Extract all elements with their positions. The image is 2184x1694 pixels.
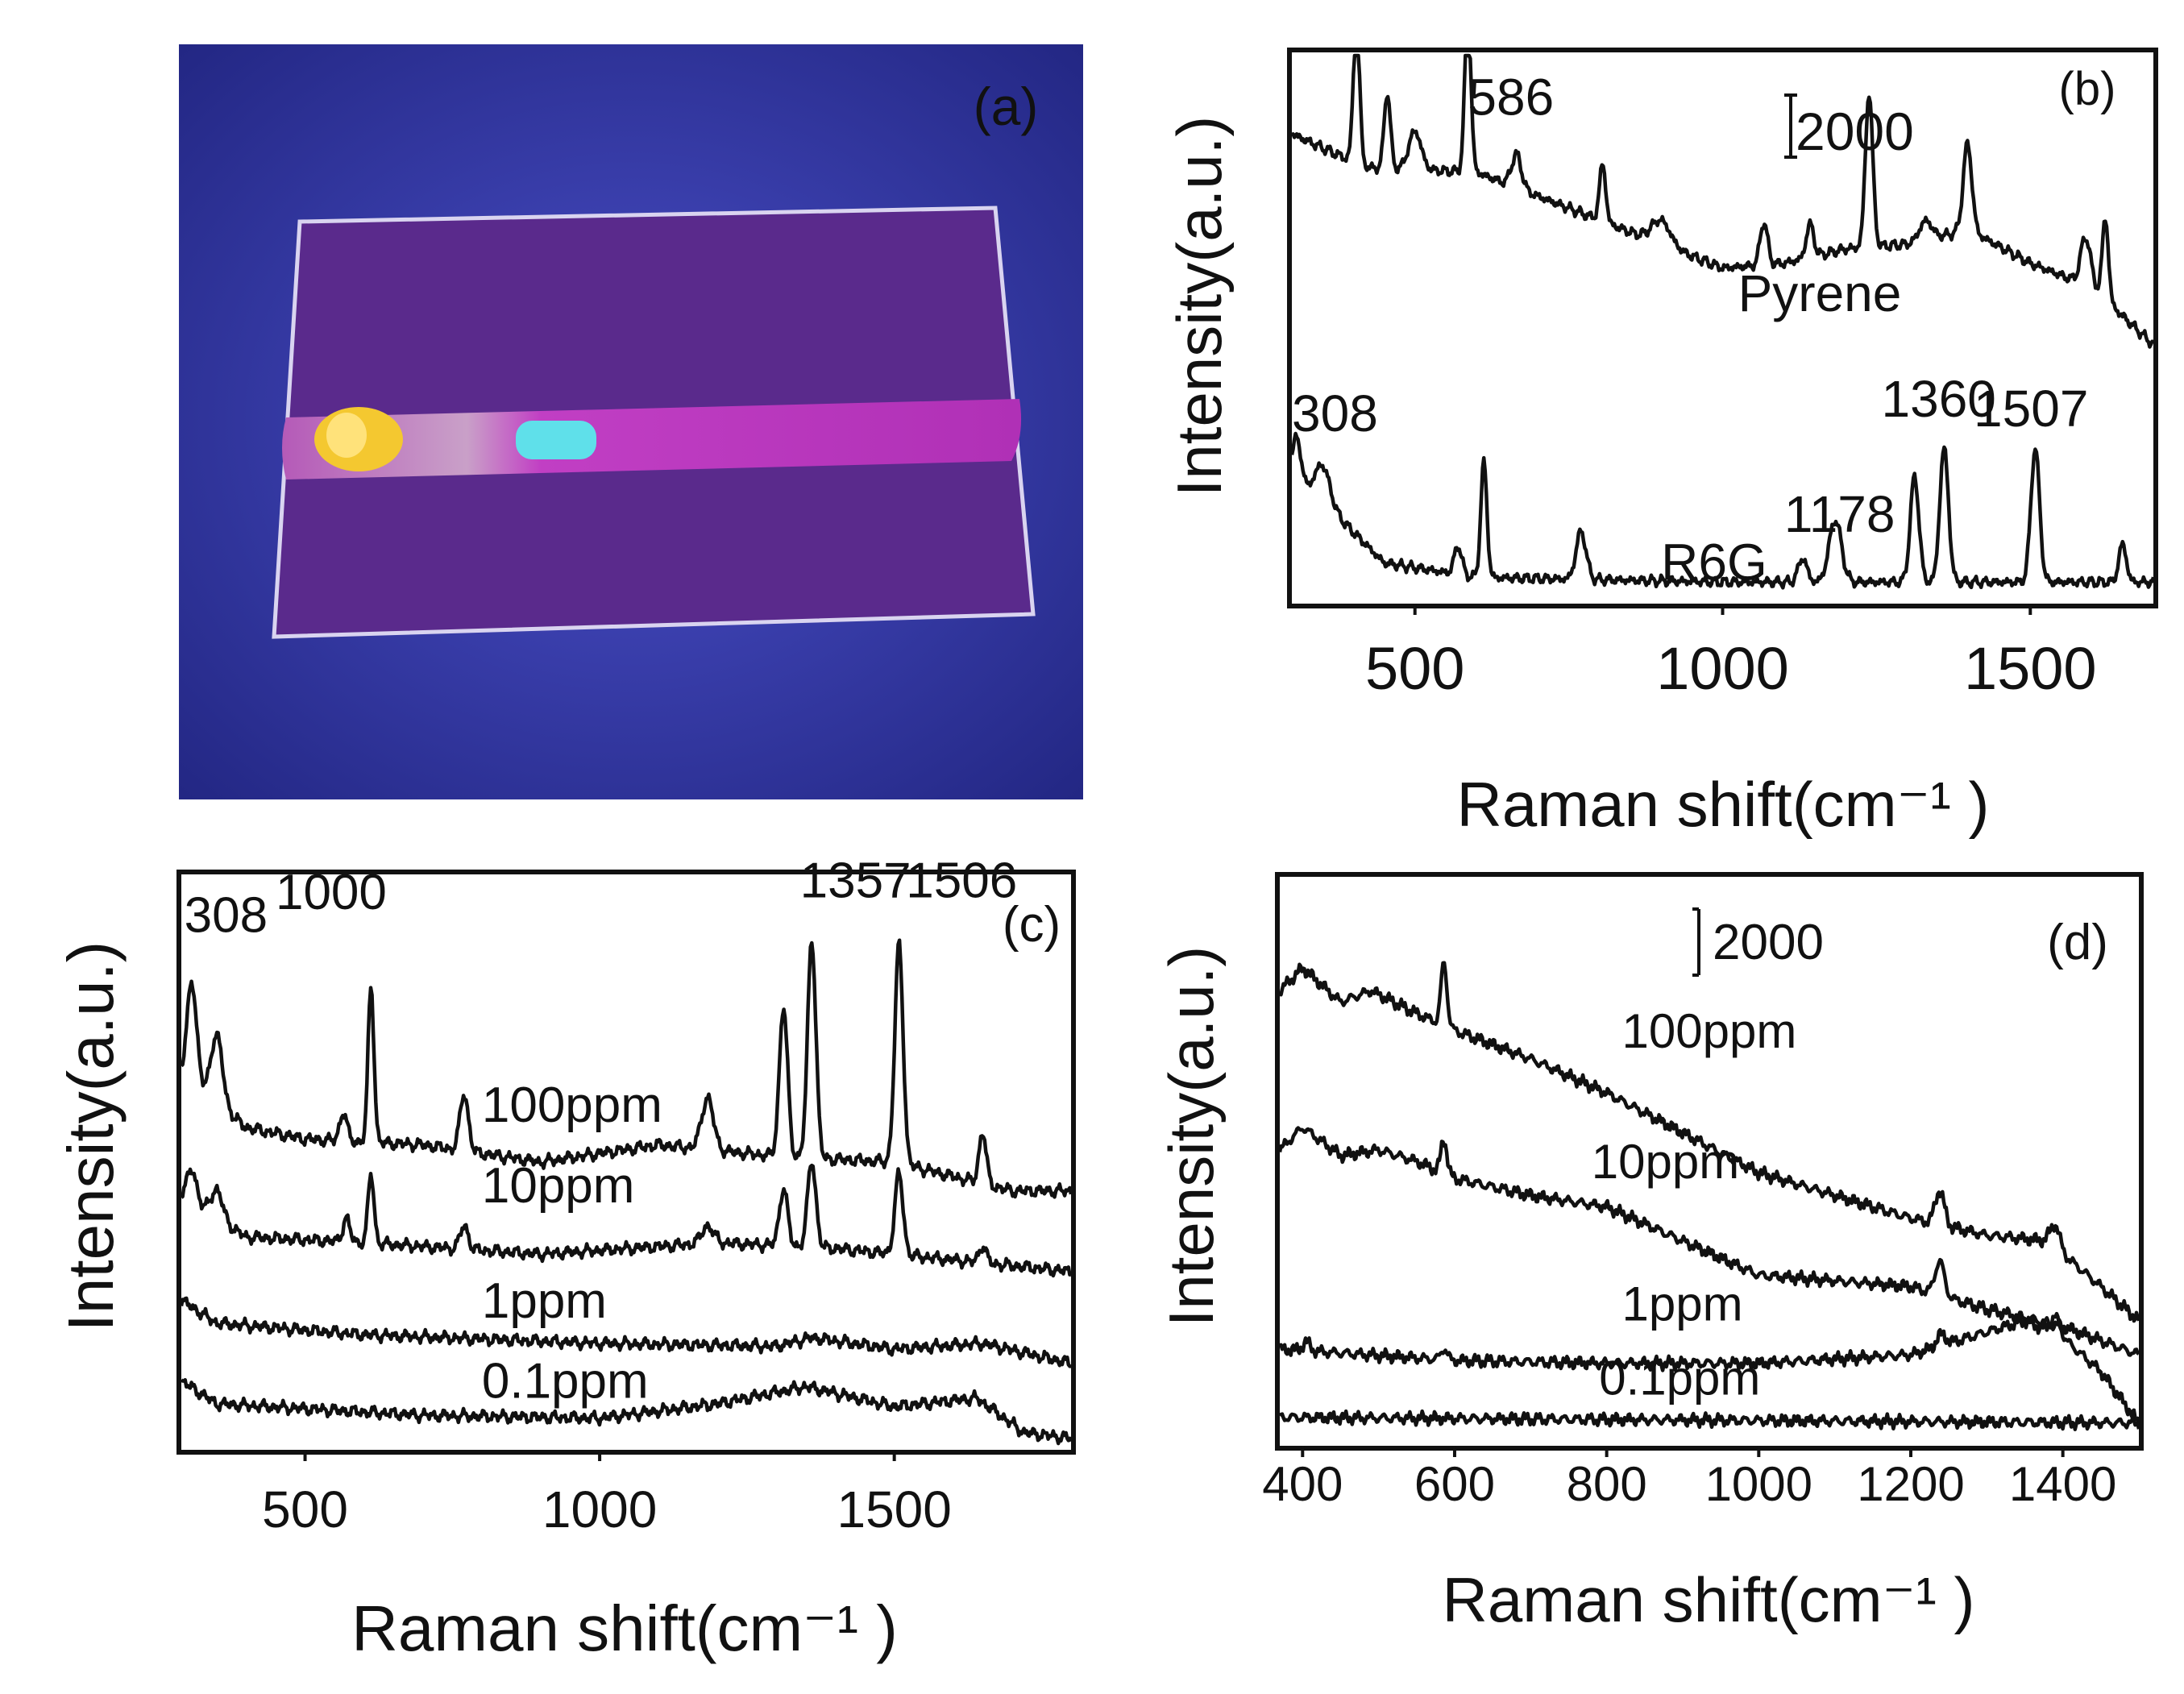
- panel-d-scale-label: 2000: [1713, 915, 1824, 970]
- panel-d-scale-bar: [1692, 907, 1700, 977]
- panel-c-x-ticks: 500 1000 1500: [262, 1450, 952, 1538]
- fluorescent-stripe: [282, 399, 1022, 480]
- annotation-label: 1000: [276, 865, 387, 920]
- panel-d-series-group: [1277, 961, 2141, 1431]
- x-tick-label: 1500: [837, 1480, 951, 1538]
- panel-b-xlabel: Raman shift(cm⁻¹ ): [1457, 769, 1990, 840]
- x-tick-label: 500: [1365, 635, 1464, 702]
- panel-c-ylabel: Intensity(a.u.): [55, 941, 127, 1332]
- annotation-label: R6G: [1661, 533, 1767, 591]
- panel-a-photo: (a): [179, 44, 1083, 799]
- panel-d-annotations: 100ppm 10ppm 1ppm 0.1ppm: [1592, 1004, 1797, 1405]
- x-tick-label: 500: [262, 1480, 348, 1538]
- panel-b-scale-label: 2000: [1796, 102, 1914, 161]
- panel-c-frame: [176, 870, 1076, 1455]
- annotation-label: 1360: [1882, 370, 1996, 428]
- yellow-spot-core: [326, 413, 367, 458]
- annotation-label: 10ppm: [482, 1158, 635, 1214]
- series-line-0-1ppm: [180, 1377, 1073, 1446]
- series-line-0-1ppm: [1278, 1409, 2141, 1431]
- series-line-10ppm: [180, 1163, 1072, 1278]
- annotation-label: 1ppm: [482, 1273, 607, 1329]
- panel-d-label: (d): [2047, 915, 2108, 970]
- series-line-100ppm: [1278, 961, 2141, 1323]
- x-tick-label: 1200: [1857, 1457, 1964, 1511]
- panel-b-series-group: [1289, 53, 2156, 590]
- panel-d-xlabel: Raman shift(cm⁻¹ ): [1443, 1564, 1975, 1635]
- annotation-label: 1ppm: [1622, 1277, 1743, 1331]
- annotation-label: 100ppm: [1622, 1004, 1797, 1058]
- x-tick-label: 1000: [1656, 635, 1789, 702]
- x-tick-label: 1000: [1705, 1457, 1812, 1511]
- series-line-r6g: [1289, 431, 2156, 590]
- annotation-label: 308: [1292, 384, 1378, 442]
- annotation-label: 0.1ppm: [1599, 1351, 1760, 1405]
- x-tick-label: 600: [1414, 1457, 1495, 1511]
- panel-b-chart: 500 1000 1500 586Pyrene308R6G117813601507 …: [1164, 48, 2158, 840]
- x-tick-label: 400: [1262, 1457, 1343, 1511]
- panel-d-x-ticks: 400 600 800 1000 1200 1400: [1262, 1446, 2116, 1511]
- cyan-spot: [516, 421, 596, 459]
- x-tick-label: 1400: [2009, 1457, 2116, 1511]
- panel-c-series-group: [179, 938, 1073, 1446]
- series-line-pyrene: [1290, 53, 2155, 349]
- panel-b-frame: [1287, 48, 2158, 608]
- panel-a-label: (a): [974, 77, 1039, 136]
- panel-b-label: (b): [2059, 63, 2116, 115]
- panel-b-ylabel: Intensity(a.u.): [1164, 116, 1235, 497]
- panel-c-xlabel: Raman shift(cm⁻¹ ): [351, 1592, 898, 1664]
- panel-d-ylabel: Intensity(a.u.): [1156, 946, 1227, 1327]
- annotation-label: 308: [185, 887, 268, 943]
- x-tick-label: 800: [1567, 1457, 1647, 1511]
- panel-d-chart: 400 600 800 1000 1200 1400 100ppm 10ppm 1ppm 0.1…: [1156, 872, 2144, 1635]
- panel-c-label: (c): [1003, 897, 1061, 953]
- panel-b-scale-bar: [1784, 93, 1797, 159]
- x-tick-label: 1500: [1964, 635, 2097, 702]
- panel-b-x-ticks: 500 1000 1500: [1365, 604, 2097, 702]
- series-line-1ppm: [179, 1296, 1072, 1368]
- panel-d-frame: [1275, 872, 2144, 1451]
- annotation-label: 1357: [800, 853, 911, 909]
- series-line-1ppm: [1279, 1311, 2141, 1426]
- annotation-label: Pyrene: [1738, 264, 1902, 322]
- annotation-label: 1507: [1974, 380, 2088, 438]
- annotation-label: 1178: [1784, 485, 1895, 543]
- series-line-100ppm: [180, 938, 1073, 1199]
- series-line-10ppm: [1277, 1126, 2140, 1357]
- annotation-label: 586: [1468, 68, 1554, 126]
- annotation-label: 1506: [906, 853, 1017, 909]
- annotation-label: 100ppm: [482, 1077, 662, 1133]
- x-tick-label: 1000: [542, 1480, 657, 1538]
- annotation-label: 10ppm: [1592, 1135, 1739, 1189]
- annotation-label: 0.1ppm: [482, 1354, 649, 1410]
- panel-c-chart: 500 1000 1500 308 1000 13571506100ppm10ppm1p…: [55, 853, 1076, 1664]
